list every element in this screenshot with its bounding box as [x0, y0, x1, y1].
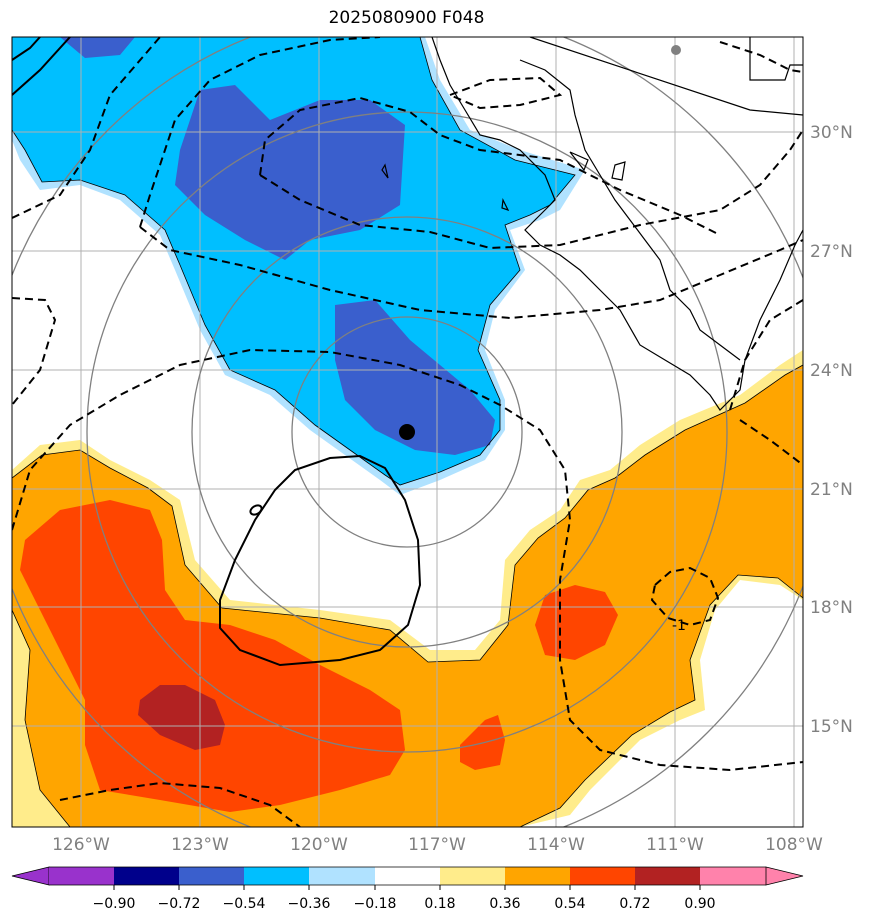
fill-dark-blue-north [175, 85, 405, 260]
storm-center-marker [399, 424, 415, 440]
lat-label: 21°N [810, 480, 853, 500]
colorbar-tick-label: 0.72 [619, 896, 650, 912]
colorbar-cell [700, 867, 766, 885]
coastline [381, 37, 803, 411]
lat-label: 24°N [810, 361, 853, 381]
colorbar-cell [244, 867, 309, 885]
colorbar-tick-label: 0.90 [684, 896, 715, 912]
lat-label: 15°N [810, 717, 853, 737]
lat-label: 27°N [810, 242, 853, 262]
dashed-contours [12, 37, 803, 827]
colorbar-tick-label: 0.18 [424, 896, 455, 912]
colorbar-tick-label: −0.18 [354, 896, 397, 912]
colorbar-extend-high [765, 866, 804, 886]
fill-dark-blue-south [335, 300, 495, 455]
colorbar-cell [635, 867, 700, 885]
lat-label: 18°N [810, 598, 853, 618]
map-panel: -1 [12, 37, 803, 827]
lon-label: 126°W [52, 835, 110, 855]
lat-label: 30°N [810, 123, 853, 143]
colorbar-cell [440, 867, 505, 885]
longitude-labels: 126°W 123°W 120°W 117°W 114°W 111°W 108°… [52, 835, 823, 855]
colorbar-tick-label: 0.36 [489, 896, 520, 912]
colorbar-extend-low [11, 866, 50, 886]
colorbar-cell [570, 867, 635, 885]
map-frame [11, 36, 804, 828]
fill-dark-blue-corner [60, 37, 135, 58]
lon-label: 111°W [646, 835, 704, 855]
colorbar-tick-label: −0.36 [288, 896, 331, 912]
colorbar-tick-label: −0.54 [223, 896, 266, 912]
colorbar-cell [505, 867, 570, 885]
colorbar-tick-label: −0.72 [158, 896, 201, 912]
lon-label: 120°W [290, 835, 348, 855]
colorbar-cell [179, 867, 244, 885]
colorbar-cell [114, 867, 179, 885]
solid-contours [12, 37, 422, 667]
contour-label: -1 [672, 618, 686, 634]
colorbar-cell [49, 867, 114, 885]
colorbar-tick-label: −0.90 [93, 896, 136, 912]
fill-red-orange-main [20, 500, 405, 812]
lon-label: 108°W [765, 835, 823, 855]
latitude-labels: 30°N 27°N 24°N 21°N 18°N 15°N [810, 123, 853, 737]
colorbar-cell [375, 867, 440, 885]
shading-outlines [12, 37, 803, 827]
lon-label: 123°W [171, 835, 229, 855]
map-title: 2025080900 F048 [328, 8, 485, 28]
colorbar-cell [309, 867, 375, 885]
fill-dark-red [138, 685, 225, 750]
graticule [12, 37, 803, 827]
lon-label: 117°W [408, 835, 466, 855]
colorbar: −0.90 −0.72 −0.54 −0.36 −0.18 0.18 0.36 … [11, 866, 804, 912]
range-rings [12, 37, 803, 827]
reference-point-marker [671, 45, 681, 55]
colorbar-tick-label: 0.54 [554, 896, 585, 912]
lon-label: 114°W [527, 835, 585, 855]
